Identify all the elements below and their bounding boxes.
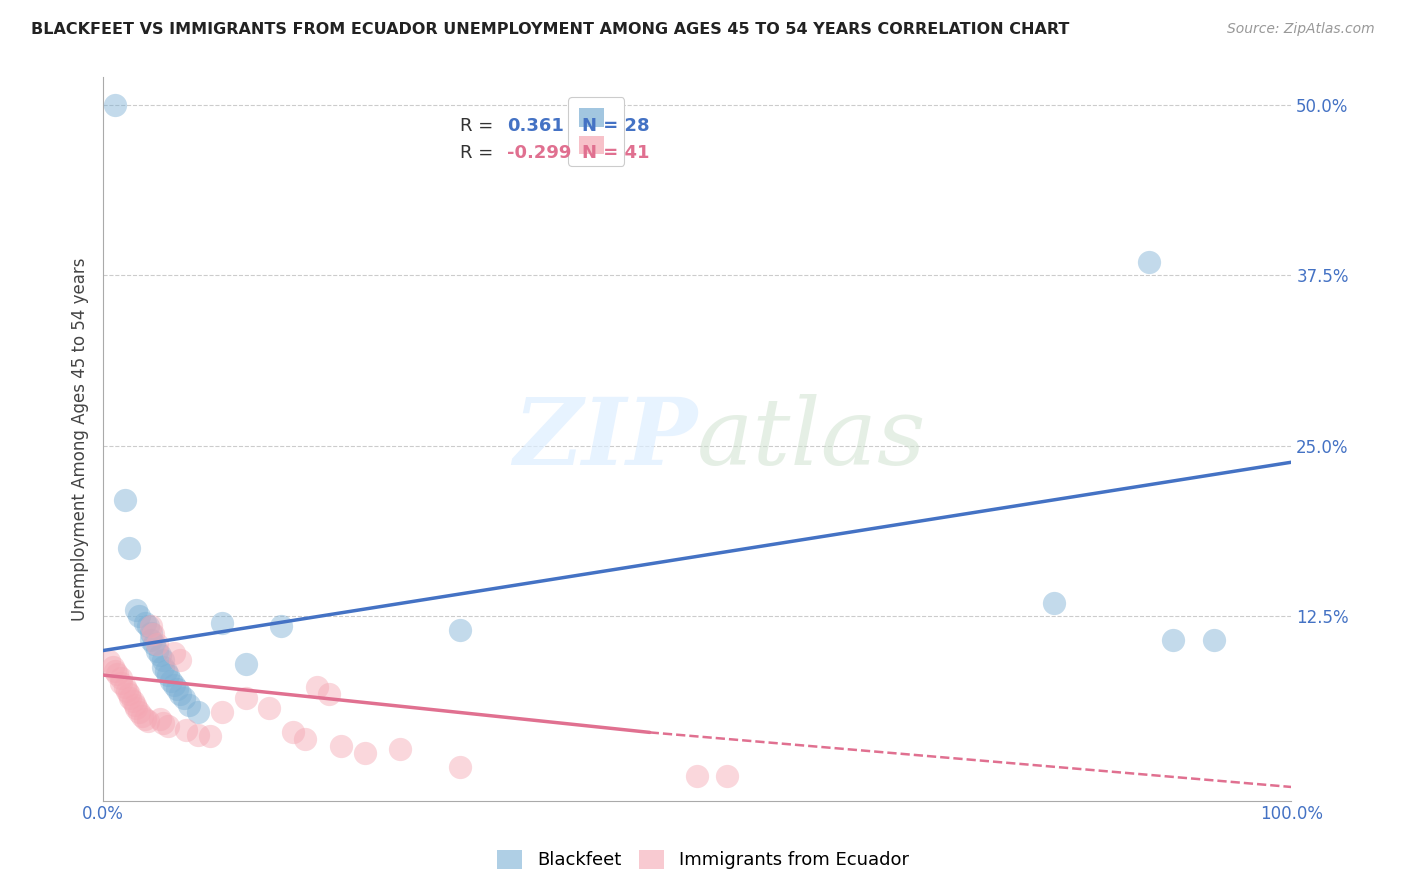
Point [149, 712, 172, 726]
Point [114, 681, 136, 695]
Point [163, 646, 186, 660]
Point [389, 741, 412, 756]
Point [104, 97, 127, 112]
Point [125, 602, 148, 616]
Point [118, 541, 141, 556]
Point [152, 715, 174, 730]
Point [1204, 632, 1226, 647]
Point [139, 632, 162, 647]
Text: ZIP: ZIP [513, 394, 697, 484]
Point [686, 769, 709, 783]
Point [136, 714, 159, 729]
Point [235, 657, 257, 672]
Text: Source: ZipAtlas.com: Source: ZipAtlas.com [1227, 22, 1375, 37]
Point [318, 687, 340, 701]
Text: -0.299: -0.299 [508, 144, 571, 161]
Point [134, 616, 156, 631]
Point [160, 673, 183, 688]
Point [128, 705, 150, 719]
Point [110, 676, 132, 690]
Point [270, 619, 292, 633]
Point [187, 728, 209, 742]
Point [198, 730, 221, 744]
Point [177, 698, 200, 712]
Point [1137, 254, 1160, 268]
Text: atlas: atlas [697, 394, 927, 484]
Point [139, 619, 162, 633]
Point [169, 653, 191, 667]
Point [173, 691, 195, 706]
Point [152, 660, 174, 674]
Point [128, 609, 150, 624]
Point [155, 664, 177, 678]
Point [187, 705, 209, 719]
Point [145, 643, 167, 657]
Point [211, 705, 233, 719]
Point [157, 718, 180, 732]
Text: N = 28: N = 28 [582, 117, 650, 135]
Point [105, 666, 128, 681]
Point [101, 660, 124, 674]
Point [115, 684, 138, 698]
Point [98, 655, 121, 669]
Point [110, 671, 132, 685]
Point [163, 678, 186, 692]
Text: R =: R = [460, 144, 499, 161]
Point [716, 769, 738, 783]
Legend: Blackfeet, Immigrants from Ecuador: Blackfeet, Immigrants from Ecuador [488, 841, 918, 879]
Point [329, 739, 352, 753]
Point [136, 619, 159, 633]
Point [449, 759, 471, 773]
Point [104, 664, 127, 678]
Point [169, 687, 191, 701]
Point [145, 637, 167, 651]
Text: BLACKFEET VS IMMIGRANTS FROM ECUADOR UNEMPLOYMENT AMONG AGES 45 TO 54 YEARS CORR: BLACKFEET VS IMMIGRANTS FROM ECUADOR UNE… [31, 22, 1070, 37]
Point [139, 625, 162, 640]
Point [131, 709, 153, 723]
Point [152, 653, 174, 667]
Point [166, 681, 188, 696]
Point [121, 694, 143, 708]
Y-axis label: Unemployment Among Ages 45 to 54 years: Unemployment Among Ages 45 to 54 years [72, 257, 89, 621]
Text: R =: R = [460, 117, 499, 135]
Point [149, 648, 172, 662]
Point [305, 681, 328, 695]
Point [449, 623, 471, 637]
Point [259, 701, 281, 715]
Point [294, 732, 316, 747]
Point [118, 687, 141, 701]
Point [1042, 596, 1064, 610]
Point [114, 493, 136, 508]
Legend: , : , [568, 97, 624, 166]
Point [235, 691, 257, 706]
Point [176, 723, 198, 737]
Point [353, 746, 375, 760]
Text: N = 41: N = 41 [582, 144, 650, 161]
Point [134, 712, 156, 726]
Point [142, 627, 165, 641]
Point [125, 701, 148, 715]
Point [283, 725, 305, 739]
Point [143, 637, 166, 651]
Text: 0.361: 0.361 [508, 117, 564, 135]
Point [120, 691, 142, 706]
Point [157, 668, 180, 682]
Point [124, 698, 146, 712]
Point [211, 616, 233, 631]
Point [1161, 632, 1184, 647]
